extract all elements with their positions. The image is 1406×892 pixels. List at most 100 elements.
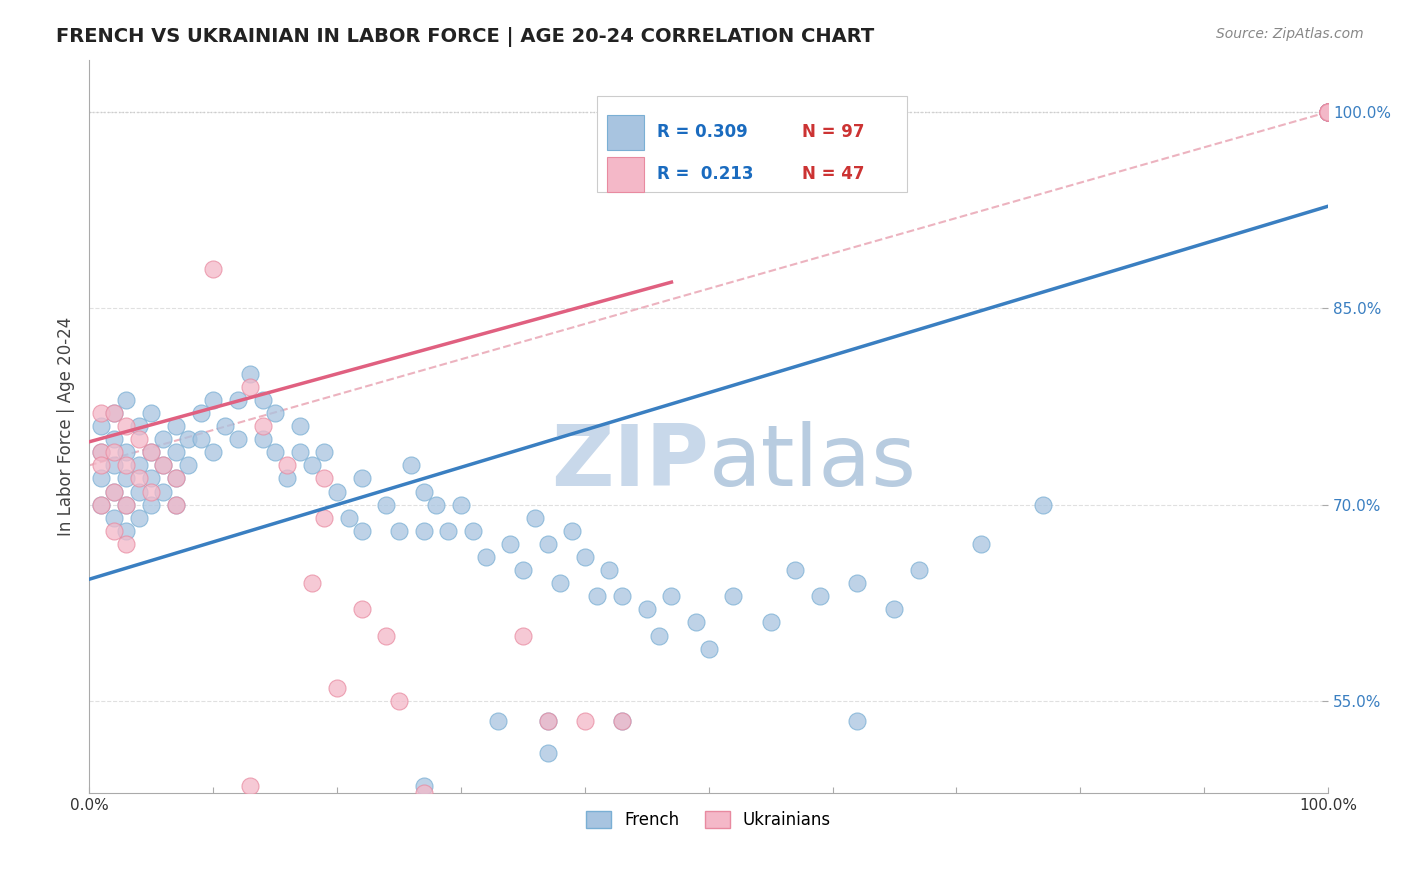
Point — [574, 714, 596, 728]
Point — [165, 471, 187, 485]
Point — [90, 445, 112, 459]
Point — [846, 576, 869, 591]
Text: R = 0.309: R = 0.309 — [657, 123, 748, 142]
Text: R =  0.213: R = 0.213 — [657, 165, 754, 184]
Point — [314, 471, 336, 485]
Point — [661, 105, 683, 120]
Point — [301, 458, 323, 473]
Point — [115, 392, 138, 407]
Point — [103, 458, 125, 473]
Point — [314, 510, 336, 524]
Y-axis label: In Labor Force | Age 20-24: In Labor Force | Age 20-24 — [58, 317, 75, 536]
Point — [1317, 105, 1340, 120]
Point — [598, 563, 620, 577]
Point — [697, 641, 720, 656]
Point — [288, 419, 311, 434]
Point — [326, 681, 349, 695]
Point — [1317, 105, 1340, 120]
Point — [1317, 105, 1340, 120]
Point — [90, 419, 112, 434]
Point — [1317, 105, 1340, 120]
Point — [288, 445, 311, 459]
Point — [1317, 105, 1340, 120]
FancyBboxPatch shape — [607, 157, 644, 192]
Point — [1317, 105, 1340, 120]
Point — [610, 714, 633, 728]
Point — [139, 445, 162, 459]
Point — [239, 779, 262, 793]
Point — [1317, 105, 1340, 120]
Point — [165, 445, 187, 459]
Text: N = 47: N = 47 — [801, 165, 865, 184]
Point — [759, 615, 782, 630]
Point — [536, 714, 558, 728]
Point — [139, 498, 162, 512]
Point — [128, 484, 150, 499]
Point — [276, 458, 298, 473]
Point — [846, 714, 869, 728]
Point — [139, 406, 162, 420]
Point — [177, 432, 200, 446]
Point — [128, 471, 150, 485]
Point — [239, 380, 262, 394]
Point — [165, 498, 187, 512]
Point — [103, 445, 125, 459]
Point — [375, 498, 398, 512]
Point — [103, 510, 125, 524]
Point — [350, 524, 373, 538]
Point — [512, 563, 534, 577]
Text: Source: ZipAtlas.com: Source: ZipAtlas.com — [1216, 27, 1364, 41]
Point — [1317, 105, 1340, 120]
Point — [574, 549, 596, 564]
Point — [165, 498, 187, 512]
Point — [103, 432, 125, 446]
Point — [636, 602, 658, 616]
Point — [103, 524, 125, 538]
Point — [524, 510, 547, 524]
Point — [128, 458, 150, 473]
Text: atlas: atlas — [709, 421, 917, 504]
Point — [326, 818, 349, 832]
Point — [139, 471, 162, 485]
Point — [226, 432, 249, 446]
Point — [970, 537, 993, 551]
Point — [252, 419, 274, 434]
Point — [115, 498, 138, 512]
Point — [808, 589, 831, 603]
Point — [536, 747, 558, 761]
Point — [103, 406, 125, 420]
Point — [437, 524, 460, 538]
Point — [1317, 105, 1340, 120]
Point — [115, 524, 138, 538]
Point — [115, 498, 138, 512]
Point — [190, 406, 212, 420]
Point — [90, 445, 112, 459]
Point — [561, 524, 583, 538]
Point — [450, 498, 472, 512]
Point — [90, 471, 112, 485]
Point — [548, 576, 571, 591]
Point — [165, 419, 187, 434]
Point — [115, 471, 138, 485]
Point — [1317, 105, 1340, 120]
Point — [499, 537, 522, 551]
Legend: French, Ukrainians: French, Ukrainians — [579, 804, 838, 836]
Point — [201, 392, 224, 407]
Point — [883, 602, 905, 616]
Point — [908, 563, 931, 577]
Point — [139, 484, 162, 499]
Point — [350, 602, 373, 616]
Point — [115, 445, 138, 459]
Point — [512, 629, 534, 643]
Point — [326, 484, 349, 499]
Point — [128, 432, 150, 446]
Point — [152, 484, 174, 499]
Point — [239, 367, 262, 381]
Point — [474, 549, 496, 564]
Point — [648, 629, 671, 643]
Point — [412, 786, 434, 800]
Point — [103, 484, 125, 499]
Point — [586, 589, 609, 603]
Point — [463, 524, 485, 538]
Point — [536, 714, 558, 728]
